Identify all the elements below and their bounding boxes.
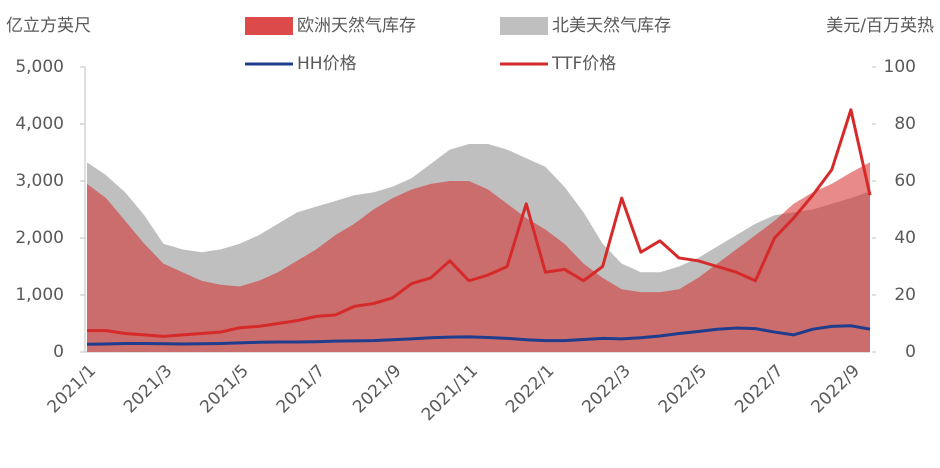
x-tick-label: 2022/7 bbox=[731, 361, 787, 417]
area bbox=[87, 162, 870, 352]
line bbox=[87, 108, 872, 338]
x-tick-label: 2022/9 bbox=[808, 361, 864, 417]
x-tick-label: 2022/5 bbox=[655, 361, 711, 417]
y2-tick-label: 0 bbox=[905, 342, 916, 362]
y2-tick-label: 80 bbox=[894, 114, 916, 134]
legend-label: 北美天然气库存 bbox=[552, 16, 671, 36]
legend-swatch bbox=[245, 17, 293, 35]
x-tick-label: 2021/11 bbox=[418, 361, 482, 425]
y-tick-label: 0 bbox=[53, 342, 64, 362]
legend-swatch bbox=[500, 17, 548, 35]
y2-tick-label: 40 bbox=[894, 228, 916, 248]
x-tick-label: 2021/3 bbox=[120, 361, 176, 417]
x-tick-label: 2021/1 bbox=[44, 361, 100, 417]
x-tick-label: 2022/3 bbox=[578, 361, 634, 417]
y2-tick-label: 20 bbox=[894, 285, 916, 305]
line bbox=[86, 324, 871, 346]
y2-tick-label: 100 bbox=[884, 57, 916, 77]
y2-axis-title: 美元/百万英热 bbox=[826, 16, 934, 36]
legend-label: HH价格 bbox=[297, 54, 357, 74]
x-tick-label: 2021/9 bbox=[349, 361, 405, 417]
y-tick-label: 1,000 bbox=[15, 285, 64, 305]
y-axis-title: 亿立方英尺 bbox=[6, 16, 91, 36]
y2-tick-label: 60 bbox=[894, 171, 916, 191]
x-tick-label: 2021/7 bbox=[273, 361, 329, 417]
y-tick-label: 4,000 bbox=[15, 114, 64, 134]
legend-label: 欧洲天然气库存 bbox=[297, 16, 416, 36]
x-tick-label: 2021/5 bbox=[196, 361, 252, 417]
y-tick-label: 3,000 bbox=[15, 171, 64, 191]
y-tick-label: 2,000 bbox=[15, 228, 64, 248]
x-tick-label: 2022/1 bbox=[502, 361, 558, 417]
legend-label: TTF价格 bbox=[551, 54, 616, 74]
y-tick-label: 5,000 bbox=[15, 57, 64, 77]
